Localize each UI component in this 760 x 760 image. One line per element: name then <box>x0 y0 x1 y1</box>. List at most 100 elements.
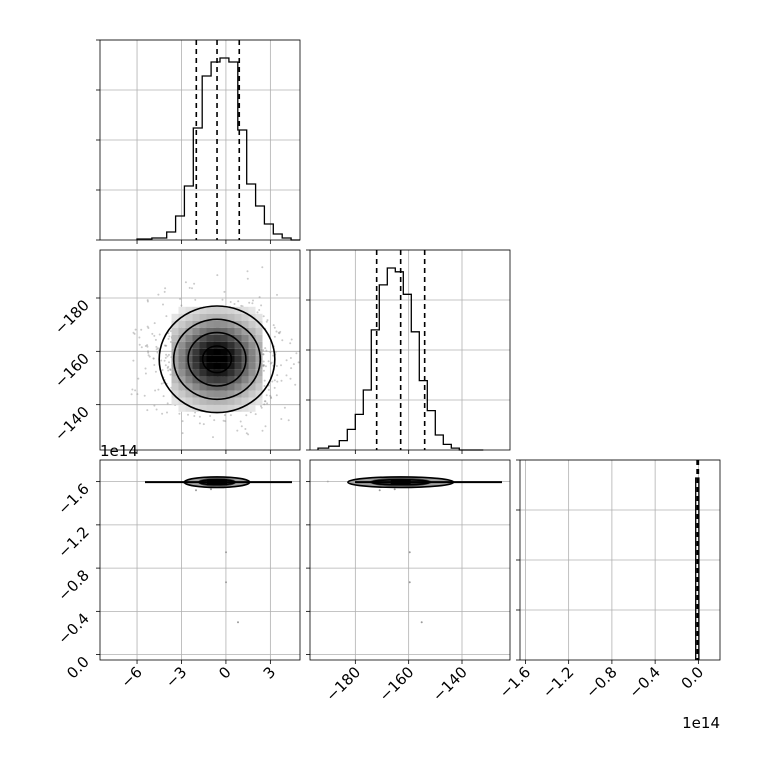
density-cell <box>171 341 179 349</box>
sample-point <box>153 404 156 407</box>
density-cell <box>185 376 193 384</box>
density-cell <box>234 348 242 356</box>
density-cell <box>192 327 200 335</box>
sample-point <box>273 386 276 389</box>
density-cell <box>227 327 235 335</box>
sample-point <box>270 361 273 364</box>
sample-point <box>261 266 264 269</box>
density-cell <box>178 320 186 328</box>
sample-point <box>276 293 278 296</box>
density-cell <box>220 306 228 314</box>
density-cell <box>255 313 263 321</box>
density-cell <box>192 362 200 370</box>
density-cell <box>220 362 228 370</box>
frame-p21 <box>309 459 511 661</box>
sample-point <box>236 429 239 432</box>
sample-point <box>260 304 263 307</box>
sample-point <box>198 415 201 418</box>
density-cell <box>213 306 221 314</box>
contour-level <box>187 331 247 387</box>
sample-point <box>378 489 381 492</box>
density-cell <box>234 355 242 363</box>
sample-point <box>146 299 149 302</box>
density-cell <box>241 369 249 377</box>
density-cell <box>227 376 235 384</box>
sample-point <box>225 581 227 584</box>
sample-point <box>263 403 266 406</box>
density-cell <box>255 320 263 328</box>
sample-point <box>280 418 283 420</box>
sample-point <box>209 415 212 417</box>
sample-point <box>260 406 263 409</box>
sample-point <box>245 414 248 417</box>
sample-point <box>229 301 232 303</box>
density-cell <box>227 404 235 412</box>
density-cell <box>185 320 193 328</box>
sample-point <box>134 328 137 331</box>
sample-point <box>241 305 244 308</box>
sample-point <box>169 341 172 343</box>
sample-point <box>245 432 248 435</box>
density-cell <box>248 348 256 356</box>
density-cell <box>248 404 256 412</box>
density-cell <box>206 397 214 405</box>
offset-label-col2-x: 1e14 <box>682 714 720 732</box>
sample-point <box>156 347 159 350</box>
grid-p20 <box>100 460 300 660</box>
density-cell <box>234 369 242 377</box>
density-cell <box>192 376 200 384</box>
sample-point <box>252 299 254 302</box>
content-p11 <box>317 250 484 451</box>
sample-point <box>290 367 293 370</box>
density-cell <box>227 348 235 356</box>
sample-point <box>216 274 219 277</box>
sample-point <box>240 304 243 307</box>
sample-point <box>263 379 266 382</box>
density-cell <box>234 362 242 370</box>
sample-point <box>137 377 140 380</box>
sample-point <box>223 414 226 417</box>
density-cell <box>206 327 214 335</box>
sample-point <box>146 344 149 347</box>
density-cell <box>178 341 186 349</box>
histogram-step <box>136 57 300 241</box>
density-cell <box>234 327 242 335</box>
sample-point <box>290 338 293 341</box>
sample-point <box>143 394 146 397</box>
sample-point <box>167 353 170 356</box>
density-cell <box>220 404 228 412</box>
density-cell <box>199 404 207 412</box>
contour-level <box>371 478 431 486</box>
sample-point <box>167 332 170 335</box>
sample-point <box>166 402 169 405</box>
density-cell <box>234 334 242 342</box>
density-cell <box>185 404 193 412</box>
density-cell <box>248 376 256 384</box>
sample-point <box>224 420 227 423</box>
sample-point <box>194 298 197 301</box>
sample-point <box>222 419 225 422</box>
frame-p20 <box>99 459 301 661</box>
sample-point <box>246 277 249 280</box>
density-cell <box>255 390 263 398</box>
sample-point <box>140 328 143 331</box>
density-cell <box>227 334 235 342</box>
sample-point <box>160 382 163 385</box>
sample-point <box>237 621 239 624</box>
density-cell <box>241 355 249 363</box>
density-cell <box>220 355 228 363</box>
sample-point <box>162 303 164 306</box>
content-p22 <box>695 460 700 660</box>
sample-point <box>157 388 160 391</box>
density-cell <box>206 348 214 356</box>
sample-point <box>187 413 189 416</box>
sample-point <box>408 581 411 584</box>
sample-point <box>193 282 196 285</box>
density-cell <box>213 390 221 398</box>
sample-point <box>131 388 134 391</box>
contour-level <box>198 478 236 486</box>
sample-point <box>278 332 281 335</box>
contour-level <box>201 345 233 374</box>
density-cell <box>234 313 242 321</box>
density-cell <box>178 390 186 398</box>
